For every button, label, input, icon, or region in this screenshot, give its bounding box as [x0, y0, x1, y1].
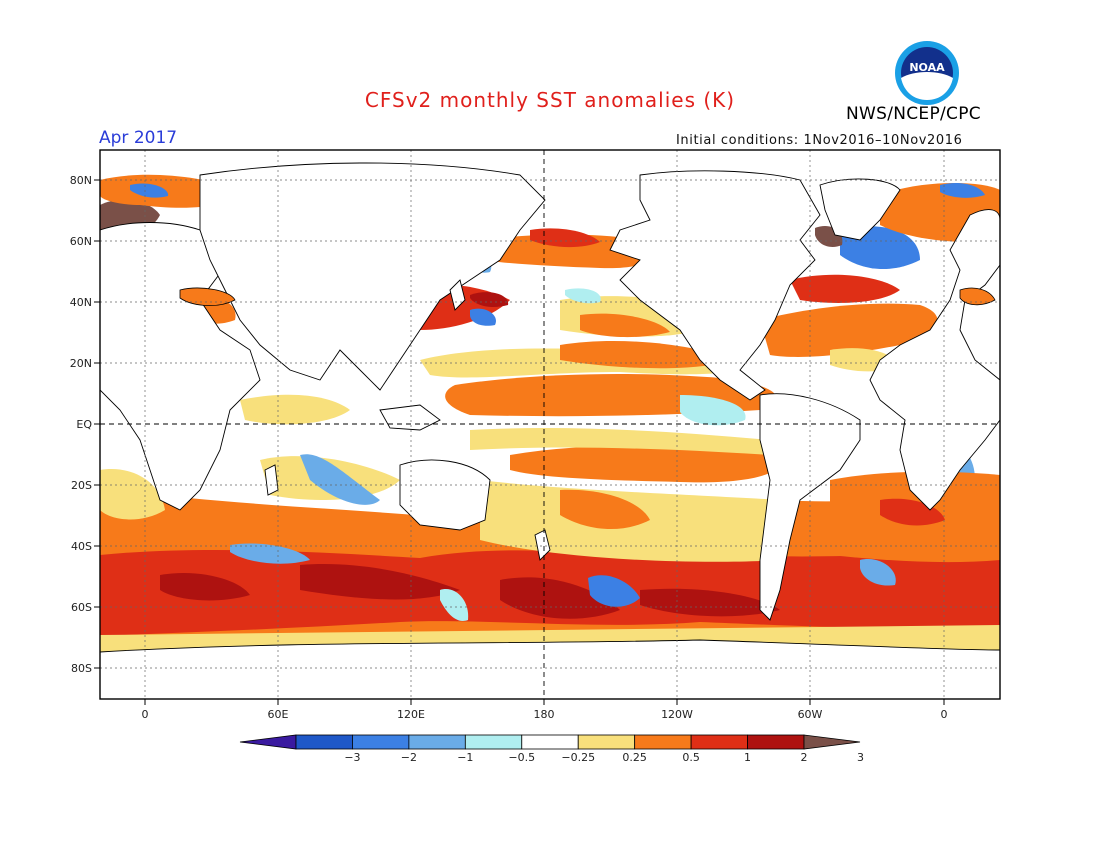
graticule — [100, 150, 1000, 699]
lat-label: 80N — [70, 174, 92, 187]
lon-label: 120E — [397, 708, 425, 721]
lat-label: 60S — [71, 601, 92, 614]
lat-label: 60N — [70, 235, 92, 248]
antarctica-land — [100, 639, 1000, 699]
japan-land — [449, 279, 466, 311]
axis-ticks — [94, 179, 945, 705]
continent-outlines — [100, 162, 1000, 699]
lat-label: 20N — [70, 357, 92, 370]
logo-text: NOAA — [909, 61, 945, 74]
map-plot-area — [100, 150, 1000, 699]
colorbar-swatch — [690, 734, 748, 750]
australia-land — [399, 459, 491, 531]
south-america-land — [759, 393, 861, 621]
map-title: CFSv2 monthly SST anomalies (K) — [364, 88, 736, 112]
forecast-month-label: Apr 2017 — [99, 128, 178, 148]
colorbar-arrow-low — [239, 734, 297, 750]
new-zealand-land — [534, 529, 551, 561]
colorbar-tick-label: −0.5 — [508, 751, 535, 764]
lat-label: 80S — [71, 662, 92, 675]
colorbar-tick-label: 3 — [857, 751, 864, 764]
colorbar-tick-label: 0.25 — [622, 751, 647, 764]
latitude-labels: 80N 60N 40N 20N EQ 20S 40S 60S 80S — [70, 174, 93, 675]
europe-africa-land — [869, 209, 1000, 511]
lat-label: 40N — [70, 296, 92, 309]
greenland-land — [819, 178, 901, 241]
lat-label: 20S — [71, 479, 92, 492]
lat-label: EQ — [76, 418, 92, 431]
lon-label: 120W — [661, 708, 693, 721]
lon-label: 60E — [268, 708, 289, 721]
north-america-land — [609, 170, 821, 401]
initial-conditions-label: Initial conditions: 1Nov2016–10Nov2016 — [676, 133, 963, 148]
colorbar-swatch — [747, 734, 805, 750]
colorbar-tick-label: −3 — [344, 751, 360, 764]
colorbar-swatch — [464, 734, 523, 750]
colorbar-tick-label: −1 — [457, 751, 473, 764]
longitude-labels: 0 60E 120E 180 120W 60W 0 — [142, 708, 948, 721]
lat-label: 40S — [71, 540, 92, 553]
colorbar-tick-label: 2 — [801, 751, 808, 764]
anomaly-fill-cold-patches-south — [230, 543, 896, 621]
agency-label: NWS/NCEP/CPC — [846, 104, 981, 124]
colorbar-tick-label: −2 — [401, 751, 417, 764]
reference-lines — [100, 150, 1000, 699]
colorbar-swatch — [295, 734, 353, 750]
colorbar-tick-label: −0.25 — [561, 751, 595, 764]
colorbar-tick-label: 0.5 — [682, 751, 700, 764]
noaa-logo: NOAA — [895, 41, 959, 105]
colorbar-swatch — [634, 734, 692, 750]
colorbar-swatch — [352, 734, 410, 750]
colorbar-legend: −3 −2 −1 −0.5 −0.25 0.25 0.5 1 2 3 — [239, 734, 864, 764]
colorbar-swatch — [408, 734, 466, 750]
lon-label: 180 — [534, 708, 555, 721]
colorbar-tick-label: 1 — [744, 751, 751, 764]
colorbar-arrow-high — [803, 734, 861, 750]
lon-label: 60W — [798, 708, 823, 721]
colorbar-swatch — [521, 734, 579, 750]
colorbar-swatch — [577, 734, 636, 750]
lon-label: 0 — [142, 708, 149, 721]
asia-land — [199, 162, 546, 391]
inland-seas — [179, 287, 996, 307]
lon-label: 0 — [941, 708, 948, 721]
anomaly-fill-pacific — [420, 296, 782, 562]
